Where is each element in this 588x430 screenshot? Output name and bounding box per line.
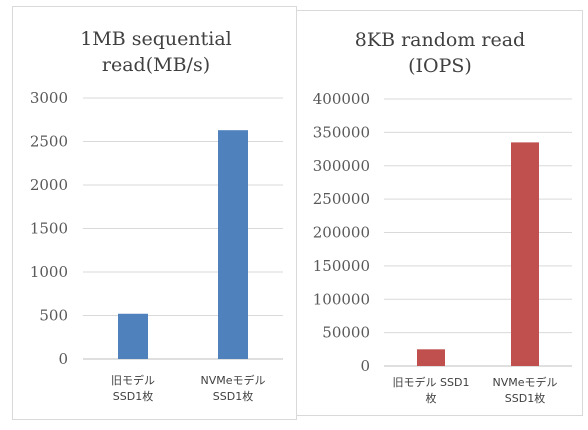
chart-title-line: 8KB random read — [355, 29, 525, 51]
y-tick-label: 150000 — [313, 257, 370, 275]
y-tick-label: 400000 — [313, 90, 370, 108]
category-label: SSD1枚 — [113, 389, 153, 403]
category-label: NVMeモデル — [200, 373, 265, 387]
y-tick-label: 3000 — [30, 89, 68, 107]
y-tick-label: 200000 — [313, 224, 370, 242]
bar — [511, 142, 539, 366]
chart-title-line: 1MB sequential — [80, 28, 232, 50]
category-label: NVMeモデル — [492, 375, 557, 389]
random-read-chart: 8KB random read (IOPS) 0 50000 100000 150000 2… — [313, 29, 572, 405]
category-label: 旧モデル SSD1 — [393, 375, 470, 389]
y-tick-label: 300000 — [313, 157, 370, 175]
chart-panel-sequential: 1MB sequential read(MB/s) 0 500 1000 1500 2000… — [12, 6, 297, 420]
category-label: 枚 — [426, 391, 437, 405]
y-tick-label: 1000 — [30, 263, 68, 281]
sequential-read-chart: 1MB sequential read(MB/s) 0 500 1000 1500 2000… — [30, 28, 283, 403]
y-tick-label: 250000 — [313, 190, 370, 208]
y-tick-label: 2500 — [30, 133, 68, 151]
category-label: SSD1枚 — [505, 391, 545, 405]
y-tick-label: 1500 — [30, 220, 68, 238]
chart-title-line: (IOPS) — [408, 55, 472, 77]
y-tick-label: 500 — [39, 307, 68, 325]
y-tick-label: 0 — [360, 357, 370, 375]
bar — [417, 349, 445, 366]
bar — [118, 313, 148, 359]
category-label: SSD1枚 — [213, 389, 253, 403]
y-tick-label: 350000 — [313, 123, 370, 141]
category-label: 旧モデル — [111, 373, 155, 387]
chart-title-line: read(MB/s) — [102, 54, 210, 76]
y-tick-label: 50000 — [322, 324, 370, 342]
y-tick-label: 0 — [58, 350, 68, 368]
chart-panel-random: 8KB random read (IOPS) 0 50000 100000 150000 2… — [296, 10, 583, 416]
y-tick-label: 100000 — [313, 290, 370, 308]
bar — [218, 130, 248, 359]
y-tick-label: 2000 — [30, 176, 68, 194]
